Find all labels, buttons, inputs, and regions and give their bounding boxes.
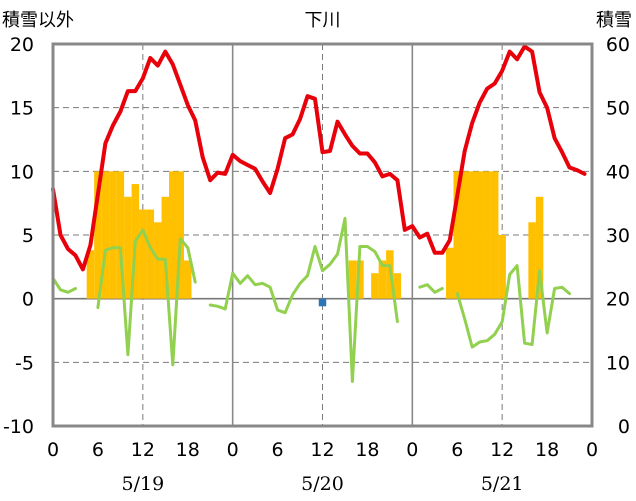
bar — [490, 171, 499, 299]
bar — [109, 171, 117, 299]
x-tick-label: 0 — [406, 439, 418, 461]
bar — [146, 209, 155, 299]
bar — [378, 260, 387, 299]
x-tick-label: 0 — [586, 439, 598, 461]
bar — [139, 209, 147, 299]
series-line — [51, 276, 77, 294]
date-label: 5/20 — [301, 473, 344, 495]
line-series — [51, 44, 587, 383]
bar — [468, 171, 476, 299]
bar — [393, 273, 402, 299]
bar — [475, 171, 484, 299]
bar — [348, 260, 357, 299]
series-line — [418, 283, 444, 294]
bar — [161, 196, 170, 299]
left-tick-label: 10 — [10, 161, 34, 183]
x-tick-label: 12 — [310, 439, 334, 461]
x-tick-label: 6 — [451, 439, 463, 461]
right-tick-label: 10 — [606, 352, 630, 374]
bar — [446, 247, 454, 299]
x-tick-label: 0 — [227, 439, 239, 461]
left-tick-label: 5 — [22, 225, 34, 247]
x-tick-label: 18 — [176, 439, 200, 461]
left-tick-label: 15 — [10, 98, 34, 120]
right-tick-label: 40 — [606, 161, 630, 183]
bar — [535, 196, 544, 299]
right-tick-label: 20 — [606, 289, 630, 311]
x-tick-label: 18 — [355, 439, 379, 461]
bar — [101, 171, 110, 299]
left-tick-label: 0 — [22, 289, 34, 311]
bar — [453, 171, 461, 299]
bar — [460, 171, 469, 299]
right-tick-label: 30 — [606, 225, 630, 247]
series-line — [208, 216, 399, 383]
series-line — [51, 44, 587, 272]
left-tick-label: 20 — [10, 34, 34, 56]
left-axis-label: 積雪以外 — [2, 10, 74, 31]
date-label: 5/21 — [481, 473, 524, 495]
bar — [169, 171, 177, 299]
left-tick-label: -5 — [15, 352, 34, 374]
x-tick-label: 18 — [535, 439, 559, 461]
left-tick-label: -10 — [3, 416, 34, 438]
bar — [94, 171, 102, 299]
bar — [176, 171, 185, 299]
x-tick-label: 12 — [490, 439, 514, 461]
x-tick-label: 12 — [131, 439, 155, 461]
right-tick-label: 50 — [606, 98, 630, 120]
bar — [184, 260, 192, 299]
bar — [318, 298, 327, 307]
x-tick-label: 6 — [92, 439, 104, 461]
right-tick-label: 0 — [618, 416, 630, 438]
right-tick-label: 60 — [606, 34, 630, 56]
bar — [498, 235, 506, 299]
bar — [356, 260, 364, 299]
chart-title: 下川 — [305, 10, 341, 31]
plot-frame — [51, 42, 594, 428]
bar — [124, 196, 132, 299]
series-line — [96, 228, 197, 367]
bar — [116, 171, 125, 299]
date-label: 5/19 — [121, 473, 164, 495]
bar-series — [86, 171, 544, 307]
right-axis-label: 積雪 — [596, 10, 632, 31]
bar — [86, 250, 95, 299]
bar — [528, 222, 536, 299]
bar — [483, 171, 491, 299]
x-tick-label: 6 — [272, 439, 284, 461]
x-tick-label: 0 — [47, 439, 59, 461]
series-line — [455, 264, 571, 349]
bar — [371, 273, 379, 299]
